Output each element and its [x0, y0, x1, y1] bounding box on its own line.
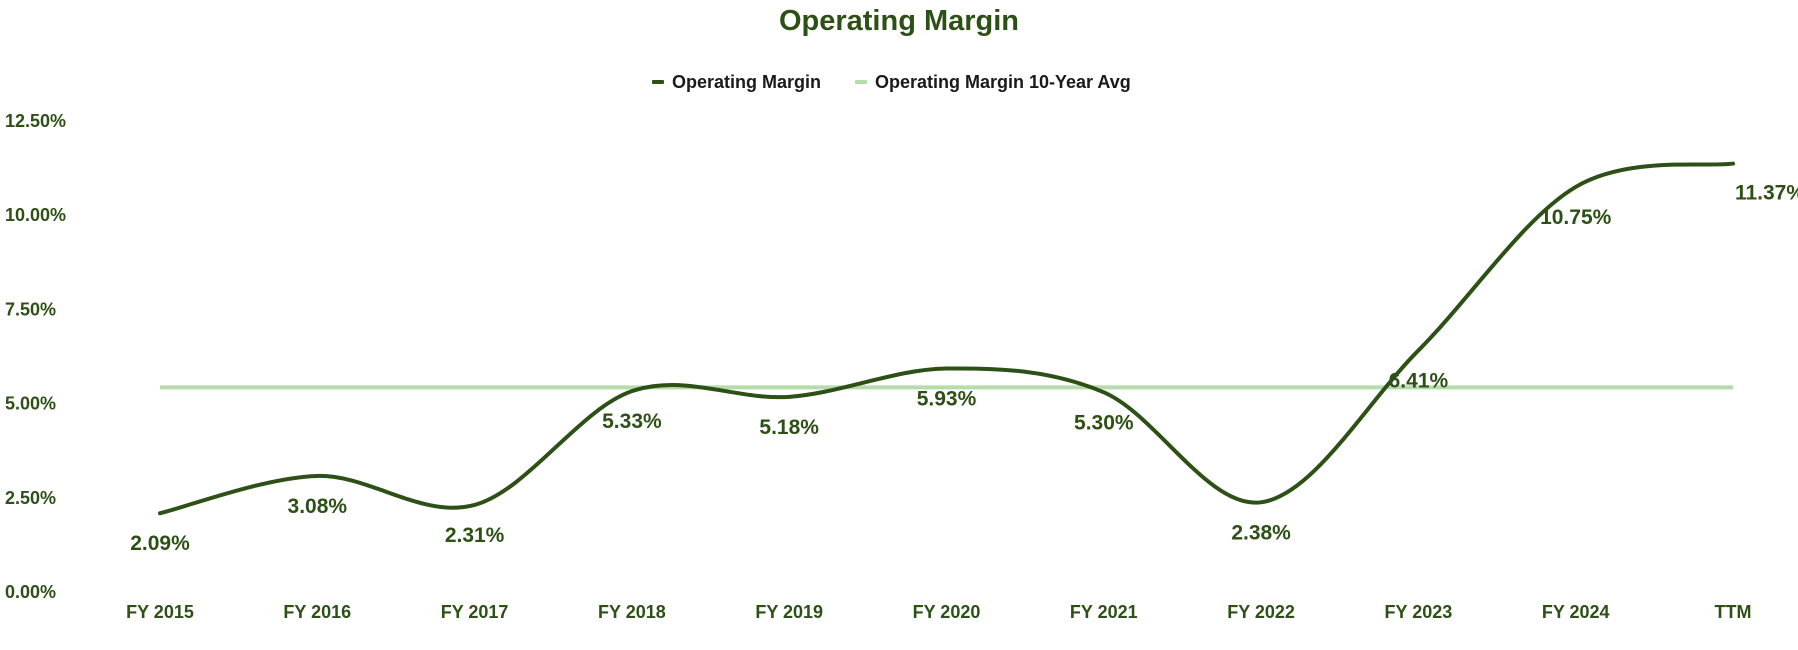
x-axis-ticks: FY 2015 FY 2016 FY 2017 FY 2018 FY 2019 FY 20…	[126, 602, 1751, 622]
y-tick-label: 2.50%	[5, 488, 56, 508]
x-tick-label: FY 2015	[126, 602, 194, 622]
x-tick-label: FY 2022	[1227, 602, 1295, 622]
data-label: 10.75%	[1540, 206, 1612, 229]
x-tick-label: FY 2020	[913, 602, 981, 622]
x-tick-label: FY 2017	[441, 602, 509, 622]
data-label: 2.38%	[1231, 521, 1291, 544]
y-tick-label: 5.00%	[5, 394, 56, 414]
x-tick-label: FY 2019	[755, 602, 823, 622]
y-tick-label: 10.00%	[5, 205, 66, 225]
data-labels: 2.09% 3.08% 2.31% 5.33% 5.18% 5.93% 5.30% 2.38%…	[130, 182, 1798, 556]
data-label: 5.30%	[1074, 411, 1134, 434]
x-tick-label: FY 2023	[1385, 602, 1453, 622]
y-tick-label: 12.50%	[5, 111, 66, 131]
legend-label-10-year-avg: Operating Margin 10-Year Avg	[875, 72, 1131, 92]
legend: Operating Margin Operating Margin 10-Yea…	[652, 72, 1131, 92]
x-tick-label: TTM	[1715, 602, 1752, 622]
x-tick-label: FY 2024	[1542, 602, 1610, 622]
legend-swatch-operating-margin	[652, 80, 664, 84]
data-label: 2.31%	[445, 524, 505, 547]
data-label: 5.18%	[759, 416, 819, 439]
y-axis-ticks: 0.00% 2.50% 5.00% 7.50% 10.00% 12.50%	[5, 111, 66, 602]
data-label: 5.33%	[602, 410, 662, 433]
x-tick-label: FY 2018	[598, 602, 666, 622]
y-tick-label: 7.50%	[5, 299, 56, 319]
chart-title: Operating Margin	[779, 5, 1019, 37]
legend-swatch-10-year-avg	[855, 80, 867, 84]
operating-margin-line	[158, 161, 1735, 516]
legend-label-operating-margin: Operating Margin	[672, 72, 821, 92]
data-label: 3.08%	[288, 495, 348, 518]
x-tick-label: FY 2021	[1070, 602, 1138, 622]
series-line-layer	[158, 161, 1735, 516]
data-label: 6.41%	[1389, 369, 1449, 392]
data-label: 11.37%	[1735, 182, 1798, 205]
data-label: 2.09%	[130, 532, 190, 555]
data-label: 5.93%	[917, 388, 977, 411]
x-tick-label: FY 2016	[283, 602, 351, 622]
y-tick-label: 0.00%	[5, 582, 56, 602]
